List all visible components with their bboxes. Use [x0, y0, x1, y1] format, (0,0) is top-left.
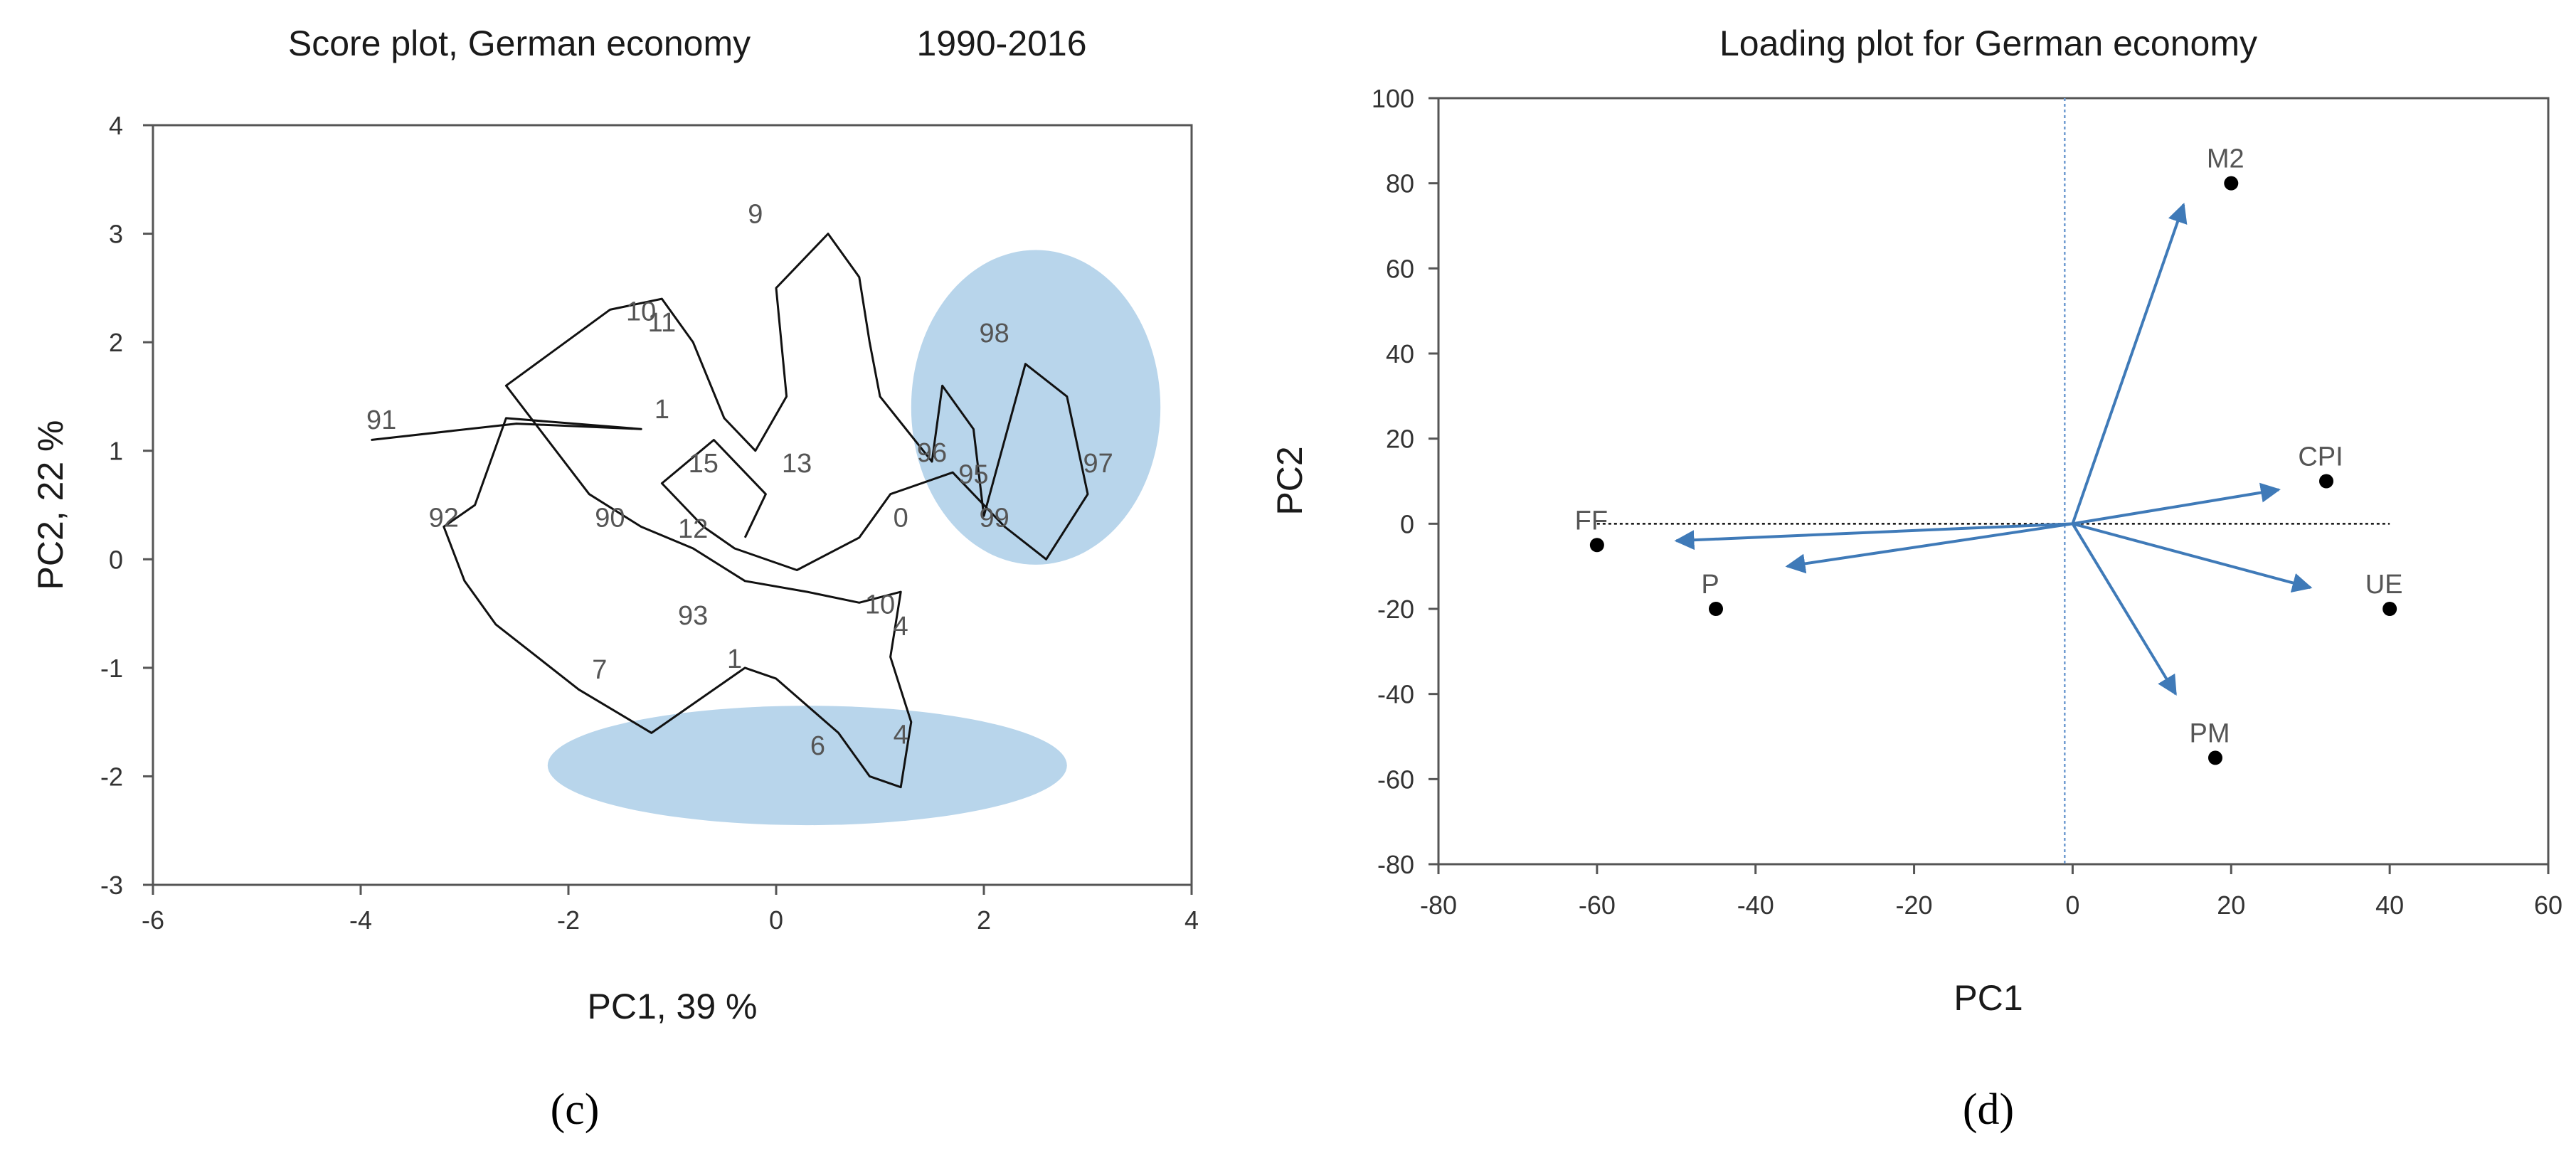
loading-x-axis-title: PC1	[1954, 978, 2023, 1018]
loading-point-ff	[1589, 538, 1604, 553]
loading-x-tick-label: -20	[1896, 891, 1933, 920]
loading-point-cpi	[2319, 474, 2333, 489]
score-x-tick-label: 0	[769, 905, 783, 935]
score-panel-label: (c)	[551, 1085, 600, 1134]
score-point-label: 4	[894, 612, 908, 642]
loading-point-label-ff: FF	[1575, 506, 1608, 536]
loading-x-tick-label: 0	[2065, 891, 2079, 920]
loading-y-tick-label: 80	[1386, 169, 1414, 198]
loading-point-label-ue: UE	[2365, 570, 2403, 600]
loading-y-tick-label: -40	[1377, 680, 1414, 709]
loading-arrow-1	[2071, 202, 2188, 524]
score-point-label: 11	[648, 308, 676, 338]
score-y-axis-title: PC2, 22 %	[31, 420, 70, 590]
loading-y-tick-label: 40	[1386, 339, 1414, 368]
score-y-tick-label: -1	[100, 654, 123, 683]
score-y-tick-label: -3	[100, 871, 123, 900]
score-point-label: 10	[865, 590, 895, 620]
loading-axis-ticks: -80 -60 -40 -20 0 20 40 60 -80 -60 -40 -20 0 20 40 60 80…	[1372, 84, 2562, 920]
loading-point-label-cpi: CPI	[2298, 442, 2343, 472]
score-x-tick-label: -6	[142, 905, 164, 935]
loading-plot-title: Loading plot for German economy	[1719, 23, 2257, 63]
loading-y-tick-label: -80	[1377, 850, 1414, 879]
score-point-label: 98	[979, 319, 1009, 349]
loading-point-m2	[2224, 176, 2239, 191]
loading-y-tick-label: 0	[1400, 509, 1414, 538]
score-x-tick-label: 2	[977, 905, 991, 935]
score-x-axis-title: PC1, 39 %	[587, 987, 757, 1026]
score-point-label: 99	[979, 504, 1009, 533]
loading-point-pm	[2208, 750, 2222, 765]
score-point-label: 97	[1083, 449, 1113, 479]
loading-plot: Loading plot for German economy M2 CPI UE P…	[1270, 23, 2562, 1134]
loading-x-tick-label: 20	[2217, 891, 2245, 920]
score-plot: Score plot, German economy 1990-2016 -6-…	[31, 23, 1199, 1134]
loading-y-axis-title: PC2	[1270, 446, 1310, 515]
score-point-label: 6	[810, 731, 825, 761]
loading-point-p	[1709, 602, 1723, 616]
score-point-label: 4	[894, 721, 908, 750]
score-point-label: 15	[689, 449, 719, 479]
loading-arrow-6	[1785, 522, 2073, 574]
loading-panel-label: (d)	[1963, 1085, 2014, 1134]
score-point-label: 13	[782, 449, 812, 479]
score-point-label: 92	[429, 504, 459, 533]
loading-arrow-5	[1674, 522, 2073, 551]
loading-arrow-4	[2071, 523, 2177, 696]
score-y-tick-label: 0	[109, 545, 123, 574]
loading-reference-lines	[1596, 98, 2390, 864]
loading-y-tick-label: 100	[1372, 84, 1414, 113]
score-plot-frame	[152, 124, 1193, 886]
score-point-label: 9	[748, 199, 763, 229]
score-point-label: 7	[592, 655, 607, 685]
highlight-ellipse-2	[547, 706, 1067, 826]
score-highlight-regions	[547, 250, 1161, 826]
score-trajectory-group	[371, 233, 1089, 789]
loading-point-ue	[2382, 602, 2397, 616]
score-point-label: 12	[678, 514, 708, 544]
score-trajectory	[371, 233, 1089, 789]
score-y-tick-label: 2	[109, 328, 123, 357]
score-y-tick-label: -2	[100, 762, 123, 791]
loading-y-tick-label: -60	[1377, 765, 1414, 794]
score-point-label: 93	[678, 601, 708, 631]
score-y-tick-label: 3	[109, 220, 123, 249]
loading-point-label-p: P	[1701, 570, 1719, 600]
loading-y-tick-label: 60	[1386, 254, 1414, 283]
score-y-tick-label: 4	[109, 111, 123, 140]
loading-x-tick-label: 60	[2534, 891, 2562, 920]
score-x-tick-label: -4	[349, 905, 372, 935]
loading-y-tick-label: 20	[1386, 425, 1414, 454]
loading-x-tick-label: 40	[2375, 891, 2404, 920]
score-point-label: 10	[626, 297, 656, 327]
loading-point-label-pm: PM	[2190, 718, 2230, 748]
score-point-label: 0	[894, 504, 908, 533]
score-point-label: 95	[958, 459, 988, 489]
loading-arrow-2	[2072, 482, 2281, 526]
score-y-tick-label: 1	[109, 437, 123, 466]
score-plot-subtitle: 1990-2016	[916, 23, 1086, 63]
score-point-label: 96	[917, 438, 947, 468]
loading-y-tick-label: -20	[1377, 595, 1414, 624]
loading-x-tick-label: -80	[1420, 891, 1457, 920]
score-point-label: 1	[727, 644, 742, 674]
score-x-tick-label: 4	[1184, 905, 1199, 935]
score-point-label: 90	[595, 504, 625, 533]
loading-plot-frame	[1437, 97, 2550, 866]
loading-point-label-m2: M2	[2207, 144, 2244, 174]
score-x-tick-label: -2	[557, 905, 580, 935]
loading-arrow-3	[2072, 522, 2313, 593]
loading-x-tick-label: -60	[1579, 891, 1616, 920]
highlight-ellipse-1	[911, 250, 1161, 565]
loading-x-tick-label: -40	[1737, 891, 1774, 920]
score-point-label: 1	[654, 395, 669, 425]
score-plot-title: Score plot, German economy	[288, 23, 751, 63]
score-point-label: 91	[366, 405, 396, 435]
loading-points: M2 CPI UE PM FF P	[1575, 144, 2403, 765]
loading-arrows	[1674, 202, 2313, 696]
